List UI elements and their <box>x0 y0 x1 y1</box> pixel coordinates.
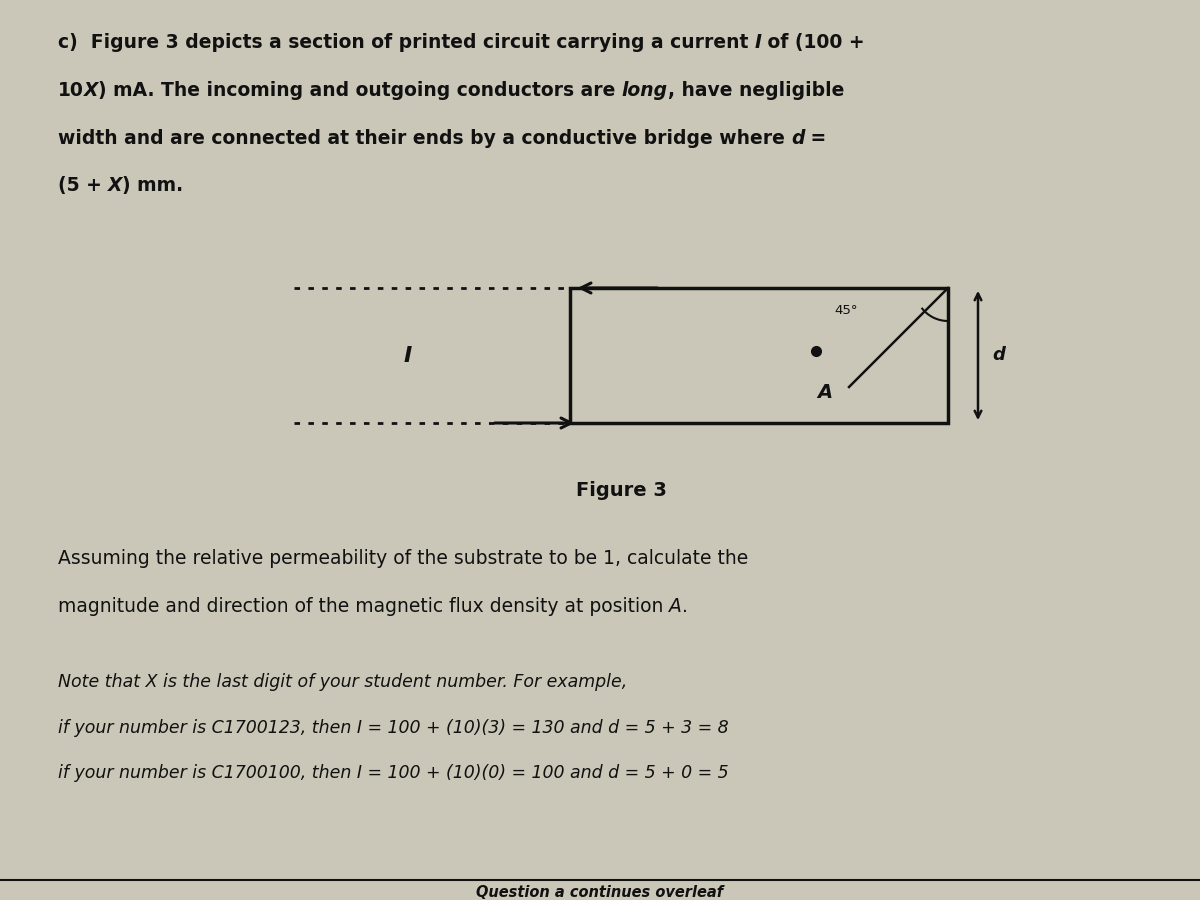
Text: I: I <box>404 346 412 365</box>
Bar <box>570 288 948 423</box>
Text: A: A <box>668 597 682 616</box>
Text: Question a continues overleaf: Question a continues overleaf <box>476 885 724 900</box>
Text: .: . <box>682 597 688 616</box>
Text: width and are connected at their ends by a conductive bridge where: width and are connected at their ends by… <box>58 129 791 148</box>
Text: c)  Figure 3 depicts a section of printed circuit carrying a current: c) Figure 3 depicts a section of printed… <box>58 33 755 52</box>
Text: X: X <box>84 81 98 100</box>
Text: =: = <box>804 129 827 148</box>
Text: 45°: 45° <box>834 304 858 317</box>
Text: A: A <box>817 382 833 401</box>
Text: of (100 +: of (100 + <box>762 33 865 52</box>
Text: ) mA. The incoming and outgoing conductors are: ) mA. The incoming and outgoing conducto… <box>98 81 622 100</box>
Text: if your number is C1700100, then I = 100 + (10)(0) = 100 and d = 5 + 0 = 5: if your number is C1700100, then I = 100… <box>58 764 728 782</box>
Text: Figure 3: Figure 3 <box>576 482 666 500</box>
Text: long: long <box>622 81 668 100</box>
Text: X: X <box>108 176 122 195</box>
Text: d: d <box>791 129 804 148</box>
Text: , have negligible: , have negligible <box>668 81 845 100</box>
Text: 10: 10 <box>58 81 84 100</box>
Text: Assuming the relative permeability of the substrate to be 1, calculate the: Assuming the relative permeability of th… <box>58 549 748 568</box>
Text: ) mm.: ) mm. <box>122 176 184 195</box>
Text: if your number is C1700123, then I = 100 + (10)(3) = 130 and d = 5 + 3 = 8: if your number is C1700123, then I = 100… <box>58 718 728 736</box>
Text: Note that X is the last digit of your student number. For example,: Note that X is the last digit of your st… <box>58 673 626 691</box>
Text: I: I <box>755 33 762 52</box>
Text: d: d <box>992 346 1006 364</box>
Text: magnitude and direction of the magnetic flux density at position: magnitude and direction of the magnetic … <box>58 597 668 616</box>
Text: (5 +: (5 + <box>58 176 108 195</box>
